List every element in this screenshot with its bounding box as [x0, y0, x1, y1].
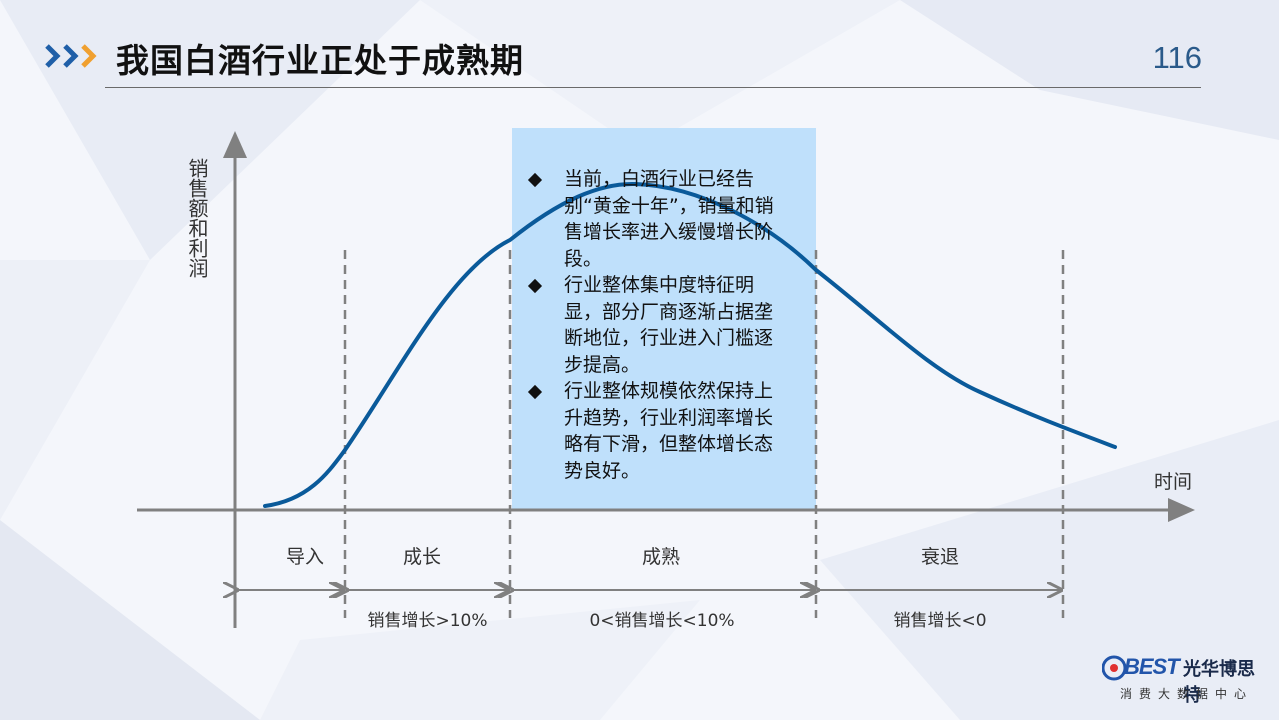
bullet-item: 行业整体集中度特征明显，部分厂商逐渐占据垄断地位，行业进入门槛逐步提高。 [527, 272, 790, 378]
y-axis-label: 销售额和利润 [185, 158, 209, 278]
title-chevrons-icon [45, 44, 97, 68]
diamond-bullet-icon [527, 384, 543, 400]
stage-label-decline: 衰退 [920, 546, 959, 568]
stage-label-maturity: 成熟 [641, 546, 680, 568]
stage-label-growth: 成长 [402, 546, 441, 568]
lifecycle-curve [263, 181, 1117, 508]
slide-title: 我国白酒行业正处于成熟期 [116, 41, 524, 80]
logo-subtitle: 消费大数据中心 [1120, 687, 1254, 701]
logo-brand: BEST [1124, 654, 1180, 679]
logo-name: 光华博思特 [1183, 659, 1255, 706]
company-logo: BEST 光华博思特 消费大数据中心 [1102, 652, 1267, 712]
bullet-text: 当前，白酒行业已经告别“黄金十年”，销量和销售增长率进入缓慢增长阶段。 [564, 168, 774, 270]
stage-label-intro: 导入 [285, 546, 324, 568]
bullet-item: 行业整体规模依然保持上升趋势，行业利润率增长略有下滑，但整体增长态势良好。 [527, 378, 790, 484]
maturity-stage-highlight [512, 128, 816, 510]
growth-rate-decline: 销售增长<0 [893, 611, 987, 631]
growth-rate-growth: 销售增长>10% [367, 611, 488, 631]
diamond-bullet-icon [527, 172, 543, 188]
maturity-bullets: 当前，白酒行业已经告别“黄金十年”，销量和销售增长率进入缓慢增长阶段。 行业整体… [527, 166, 790, 484]
page-number: 116 [1152, 40, 1202, 75]
growth-rate-maturity: 0<销售增长<10% [589, 611, 735, 631]
logo-mark-icon [1102, 655, 1126, 681]
x-axis-label: 时间 [1154, 471, 1193, 493]
diamond-bullet-icon [527, 278, 543, 294]
bullet-text: 行业整体集中度特征明显，部分厂商逐渐占据垄断地位，行业进入门槛逐步提高。 [564, 274, 774, 376]
bullet-text: 行业整体规模依然保持上升趋势，行业利润率增长略有下滑，但整体增长态势良好。 [564, 380, 774, 482]
header-divider [105, 87, 1201, 88]
bullet-item: 当前，白酒行业已经告别“黄金十年”，销量和销售增长率进入缓慢增长阶段。 [527, 166, 790, 272]
